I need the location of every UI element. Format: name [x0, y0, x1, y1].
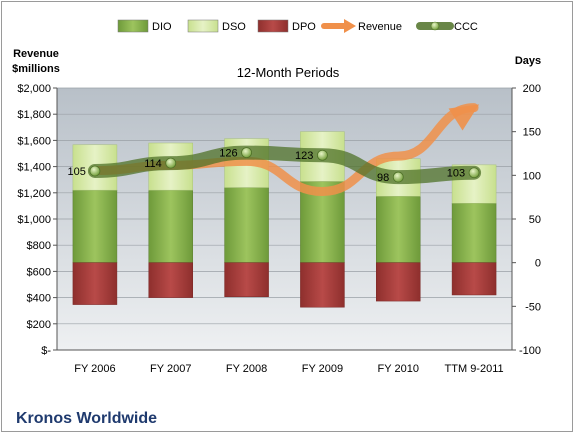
legend-label: DSO	[222, 21, 246, 33]
left-tick-label: $1,400	[17, 162, 51, 174]
ccc-marker	[392, 171, 404, 183]
ccc-marker	[468, 167, 480, 179]
ccc-series: 105 114 126 123 98 103	[68, 145, 482, 184]
legend-item: Revenue	[321, 19, 402, 33]
legend-item: DIO	[117, 19, 172, 33]
revenue-arrowhead	[448, 104, 480, 131]
legend-item: CCC	[416, 21, 478, 33]
right-tick-label: 200	[523, 83, 541, 95]
ccc-data-label: 105	[68, 166, 86, 178]
legend-item: DSO	[187, 19, 246, 33]
left-tick-label: $-	[41, 345, 51, 357]
legend-marker	[430, 21, 440, 31]
dio-bar	[224, 187, 269, 263]
left-tick-label: $200	[27, 319, 51, 331]
ccc-marker	[317, 149, 328, 161]
x-tick-label: FY 2006	[74, 363, 115, 375]
right-axis-label: Days	[515, 55, 541, 67]
ccc-marker	[89, 165, 101, 177]
ccc-data-label: 98	[377, 172, 389, 184]
legend-label: CCC	[454, 21, 478, 33]
left-tick-label: $600	[27, 266, 51, 278]
x-tick-label: TTM 9-2011	[445, 363, 504, 375]
x-tick-label: FY 2007	[150, 363, 191, 375]
ccc-marker	[241, 147, 252, 159]
dio-bar	[376, 196, 421, 263]
ccc-data-label: 123	[295, 150, 313, 162]
dio-bar	[72, 189, 118, 263]
ccc-data-label: 103	[447, 168, 465, 180]
right-tick-label: 100	[523, 170, 541, 182]
dpo-bar	[451, 262, 497, 296]
left-axis-label-line2: $millions	[12, 63, 60, 75]
left-tick-label: $1,000	[17, 214, 51, 226]
right-tick-label: 150	[523, 127, 541, 139]
legend-arrowhead	[344, 19, 356, 33]
dpo-bar	[148, 262, 193, 298]
ccc-data-label: 126	[219, 148, 237, 160]
dpo-bar	[300, 262, 345, 308]
legend-label: DPO	[292, 21, 316, 33]
legend-item: DPO	[257, 19, 316, 33]
ccc-data-label: 114	[144, 158, 162, 170]
legend-label: DIO	[152, 21, 172, 33]
company-name: Kronos Worldwide	[16, 410, 157, 427]
legend-swatch	[117, 19, 149, 33]
ccc-marker	[165, 157, 177, 169]
right-tick-label: -100	[519, 345, 541, 357]
dio-bar	[148, 189, 193, 263]
left-tick-label: $1,800	[17, 109, 51, 121]
axes: $- $200 $400 $600 $800 $1,000 $1,200 $1,400 $1,6…	[17, 83, 541, 375]
left-tick-label: $800	[27, 240, 51, 252]
x-tick-label: FY 2009	[302, 363, 343, 375]
left-tick-label: $2,000	[17, 83, 51, 95]
dpo-bar	[224, 262, 269, 297]
left-axis-label-line1: Revenue	[13, 48, 59, 60]
left-tick-label: $1,600	[17, 135, 51, 147]
x-tick-label: FY 2008	[226, 363, 267, 375]
legend: DIO DSO DPO Revenue CCC	[117, 19, 478, 33]
dpo-bar	[376, 262, 421, 302]
legend-swatch	[257, 19, 289, 33]
right-tick-label: 0	[535, 258, 541, 270]
x-tick-label: FY 2010	[378, 363, 419, 375]
right-tick-label: 50	[529, 214, 541, 226]
chart-title: 12-Month Periods	[237, 65, 340, 80]
left-tick-label: $400	[27, 293, 51, 305]
right-tick-label: -50	[525, 301, 541, 313]
legend-label: Revenue	[358, 21, 402, 33]
legend-swatch	[187, 19, 219, 33]
dpo-bar	[72, 262, 118, 305]
dio-bar	[451, 203, 497, 263]
left-tick-label: $1,200	[17, 188, 51, 200]
